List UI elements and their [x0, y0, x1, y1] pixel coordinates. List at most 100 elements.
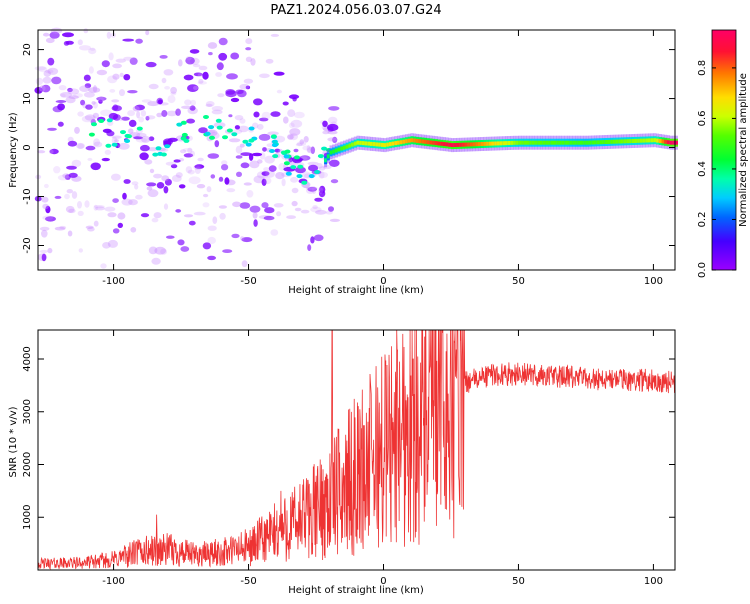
spectrogram-blob [271, 143, 278, 148]
spectrogram-blob [136, 132, 147, 138]
spectrogram-blob [187, 135, 193, 141]
spectrogram-band [529, 140, 533, 145]
spectrogram-band [591, 140, 595, 145]
spectrogram-blob [54, 226, 66, 231]
snr-series-line [37, 329, 676, 570]
spectrogram-band [429, 140, 433, 145]
spectrogram-blob [42, 203, 49, 210]
spectrogram-band [505, 141, 508, 146]
spectrogram-blob [53, 166, 61, 174]
spectrogram-blob [91, 122, 97, 127]
spectrogram-blob [77, 111, 84, 117]
spectrogram-blob [68, 172, 78, 178]
spectrogram-blob [163, 138, 173, 145]
spectrogram-blob [112, 63, 122, 69]
spectrogram-band [537, 140, 541, 145]
spectrogram-blob [286, 215, 296, 220]
spectrogram-blob [98, 119, 105, 123]
spectrogram-blob [175, 172, 183, 178]
spectrogram-blob [240, 152, 252, 157]
spectrogram-blob [263, 215, 275, 221]
spectrogram-blob [41, 253, 47, 262]
spectrogram-blob [192, 64, 201, 68]
spectrogram-band [351, 142, 355, 147]
y-tick-label: 20 [22, 43, 33, 56]
spectrogram-band [410, 138, 414, 143]
spectrogram-blob [90, 162, 101, 171]
spectrogram-blob [217, 93, 225, 98]
spectrogram-blob [207, 153, 220, 159]
spectrogram-blob [239, 143, 245, 148]
spectrogram-blob [166, 110, 178, 117]
spectrogram-blob [43, 70, 51, 77]
spectrogram-blob [170, 164, 178, 169]
spectrogram-blob [194, 164, 205, 169]
spectrogram-blob [79, 45, 91, 51]
spectrogram-blob [66, 189, 74, 194]
spectrogram-blob [318, 190, 326, 198]
spectrogram-blob [111, 105, 123, 112]
spectrogram-blob [98, 99, 103, 104]
spectrogram-blob [208, 125, 215, 130]
spectrogram-blob [79, 85, 90, 92]
spectrogram-blob [186, 118, 196, 124]
spectrogram-blob [301, 171, 311, 179]
spectrogram-blob [211, 109, 223, 115]
colorbar-tick-label: 0.8 [697, 60, 708, 76]
spectrogram-blob [141, 135, 151, 143]
spectrogram-blob [83, 91, 95, 98]
spectrogram-band [345, 144, 349, 149]
spectrogram-band [348, 143, 352, 148]
spectrogram-blob [221, 160, 228, 166]
spectrogram-blob [307, 146, 316, 154]
spectrogram-blob [272, 154, 279, 159]
spectrogram-blob [106, 31, 112, 39]
spectrogram-blob [107, 212, 117, 218]
spectrogram-blob [322, 164, 332, 170]
spectrogram-band [666, 140, 670, 145]
spectrogram-band [648, 138, 651, 143]
x-tick-label: 0 [380, 276, 386, 287]
spectrogram-blob [106, 130, 115, 137]
spectrogram-blob [127, 110, 135, 117]
spectrogram-blob [35, 77, 44, 86]
snr-x-ticks: -100 -50 0 50 100 [102, 330, 663, 587]
spectrogram-blob [211, 106, 224, 111]
spectrogram-blob [322, 130, 330, 135]
spectrogram-blob [67, 87, 73, 93]
spectrogram-blob [295, 143, 303, 147]
spectrogram-blob [216, 125, 223, 130]
spectrogram-blob [84, 83, 92, 89]
spectrogram-blob [234, 115, 244, 121]
x-tick-label: -50 [240, 576, 256, 587]
spectrogram-blob [180, 120, 187, 125]
spectrogram-blob [183, 74, 194, 81]
spectrogram-blob [49, 31, 60, 39]
spectrogram-band [550, 140, 554, 145]
spectrogram-blob [249, 160, 260, 169]
spectrogram-blob [236, 89, 247, 98]
y-tick-label: 4000 [22, 346, 33, 371]
spectrogram-band [545, 140, 549, 145]
spectrogram-blob [215, 118, 222, 123]
spectrogram-band [459, 142, 463, 147]
spectrogram-band [585, 140, 589, 145]
spectrogram-band [343, 145, 346, 150]
spectrogram-blob [106, 118, 113, 123]
spectrogram-blob [178, 184, 186, 189]
spectrogram-blob [265, 170, 275, 178]
spectrogram-band [340, 146, 344, 151]
spectrogram-blob [91, 101, 96, 105]
spectrogram-blob [269, 149, 275, 153]
spectrogram-blob [240, 236, 245, 241]
spectrogram-blob [198, 65, 208, 71]
spectrogram-blob [71, 191, 78, 199]
spectrogram-band [326, 154, 330, 159]
spectrogram-blob [241, 237, 253, 243]
spectrogram-band [383, 143, 387, 148]
spectrogram-blob [65, 205, 75, 213]
spectrogram-blob [60, 93, 66, 98]
spectrogram-blob [85, 225, 94, 229]
spectrogram-blob [85, 145, 96, 151]
spectrogram-blob [307, 161, 319, 166]
